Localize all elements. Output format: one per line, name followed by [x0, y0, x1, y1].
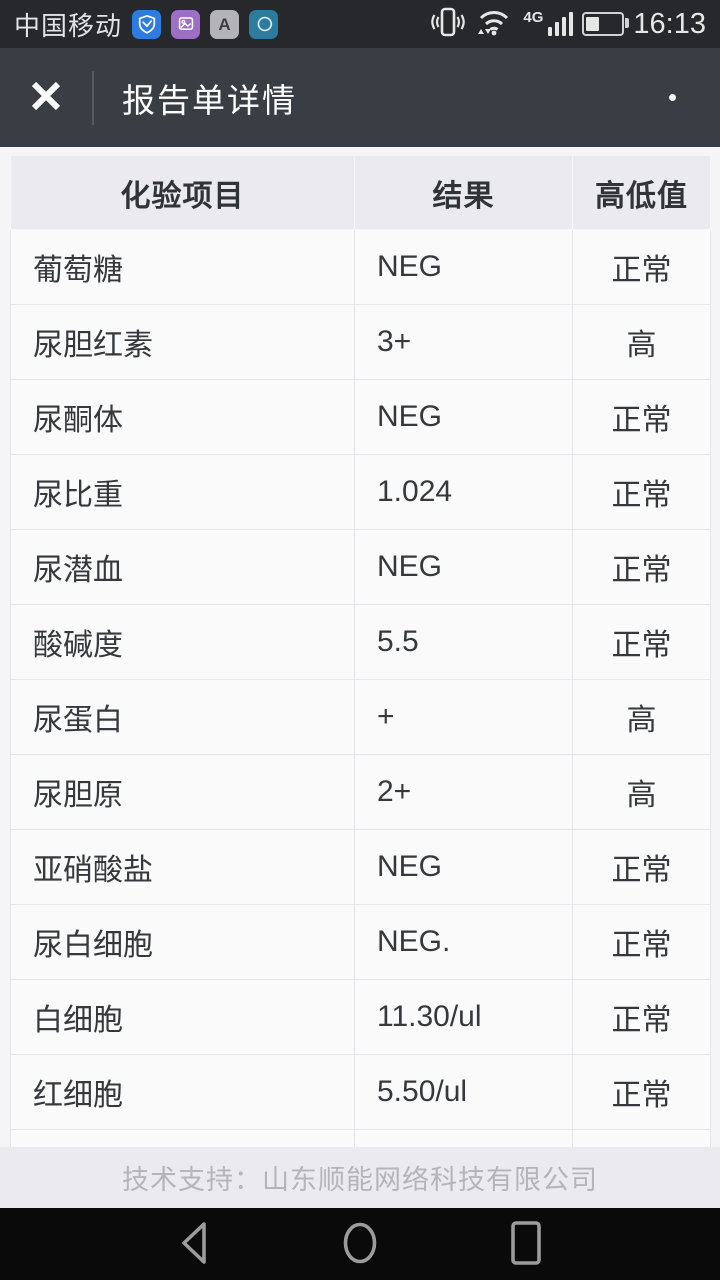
table-row: 白细胞 11.30/ul 正常 [10, 979, 711, 1055]
letter-a-glyph: A [218, 14, 231, 34]
table-row: 尿比重 1.024 正常 [10, 454, 711, 530]
cell-result: 3+ [354, 304, 573, 380]
cell-flag: 正常 [572, 229, 711, 305]
recents-button[interactable] [502, 1216, 550, 1272]
signal-bars-icon [545, 12, 574, 36]
home-button[interactable] [336, 1216, 384, 1272]
table-row: 亚硝酸盐 NEG 正常 [10, 829, 711, 905]
cell-result: NEG [354, 379, 573, 455]
report-table-header: 化验项目 结果 高低值 [10, 155, 711, 230]
cell-item: 尿白细胞 [10, 904, 355, 980]
gallery-icon [171, 9, 201, 39]
cell-result: + [354, 679, 573, 755]
cell-result: 1.024 [354, 454, 573, 530]
cell-item: 尿蛋白 [10, 679, 355, 755]
close-button[interactable] [26, 76, 66, 119]
overflow-menu-button[interactable] [650, 68, 694, 128]
cell-item: 红细胞 [10, 1054, 355, 1130]
cell-flag: 正常 [572, 979, 711, 1055]
table-row: 尿潜血 NEG 正常 [10, 529, 711, 605]
cell-flag: 正常 [572, 379, 711, 455]
cell-item: 尿酮体 [10, 379, 355, 455]
column-header-flag: 高低值 [572, 155, 711, 230]
back-button[interactable] [170, 1216, 218, 1272]
report-table: 化验项目 结果 高低值 葡萄糖 NEG 正常 尿胆红素 3+ 高 尿酮体 NEG… [10, 155, 711, 1205]
back-triangle-icon [171, 1217, 217, 1272]
kebab-menu-icon [668, 94, 676, 101]
tech-support-label: 技术支持：山东顺能网络科技有限公司 [122, 1165, 598, 1195]
letter-a-icon: A [210, 9, 240, 39]
column-header-item: 化验项目 [10, 155, 355, 230]
report-table-body: 葡萄糖 NEG 正常 尿胆红素 3+ 高 尿酮体 NEG 正常 尿比重 1.02… [10, 229, 711, 1205]
cell-flag: 高 [572, 304, 711, 380]
header-divider [92, 70, 94, 125]
header-row: 化验项目 结果 高低值 [10, 155, 711, 230]
table-row: 尿酮体 NEG 正常 [10, 379, 711, 455]
footer-bar: 技术支持：山东顺能网络科技有限公司 [0, 1147, 720, 1208]
cell-flag: 正常 [572, 604, 711, 680]
cell-item: 尿潜血 [10, 529, 355, 605]
table-row: 葡萄糖 NEG 正常 [10, 229, 711, 305]
column-header-result: 结果 [354, 155, 573, 230]
table-row: 尿胆红素 3+ 高 [10, 304, 711, 380]
status-bar-left: 中国移动 A [14, 6, 279, 43]
cell-flag: 正常 [572, 829, 711, 905]
cell-result: 5.5 [354, 604, 573, 680]
cell-result: NEG [354, 529, 573, 605]
table-row: 尿蛋白 + 高 [10, 679, 711, 755]
cell-result: NEG [354, 229, 573, 305]
carrier-label: 中国移动 [14, 10, 123, 41]
home-circle-icon [337, 1217, 383, 1272]
battery-fill [586, 17, 600, 31]
x-close-icon [26, 76, 66, 119]
vibrate-icon [431, 6, 466, 43]
table-row: 酸碱度 5.5 正常 [10, 604, 711, 680]
status-time-label: 16:13 [633, 7, 706, 40]
cell-item: 尿比重 [10, 454, 355, 530]
cell-flag: 正常 [572, 529, 711, 605]
table-row: 红细胞 5.50/ul 正常 [10, 1054, 711, 1130]
page-title: 报告单详情 [122, 81, 297, 119]
cell-signal-icon: 4G [523, 9, 574, 36]
cell-item: 亚硝酸盐 [10, 829, 355, 905]
status-bar-right: 4G 16:13 [422, 6, 706, 43]
cell-item: 尿胆红素 [10, 304, 355, 380]
cell-result: 11.30/ul [354, 979, 573, 1055]
cell-flag: 正常 [572, 904, 711, 980]
network-type-label: 4G [523, 9, 544, 26]
content-area[interactable]: 化验项目 结果 高低值 葡萄糖 NEG 正常 尿胆红素 3+ 高 尿酮体 NEG… [0, 147, 720, 1208]
circle-app-icon [249, 9, 279, 39]
cell-item: 酸碱度 [10, 604, 355, 680]
cell-item: 白细胞 [10, 979, 355, 1055]
cell-flag: 高 [572, 679, 711, 755]
table-row: 尿白细胞 NEG. 正常 [10, 904, 711, 980]
app-header: 报告单详情 [0, 48, 720, 147]
wifi-icon [474, 6, 514, 42]
cell-flag: 高 [572, 754, 711, 830]
status-bar: 中国移动 A [0, 0, 720, 48]
security-shield-icon [132, 9, 162, 39]
cell-item: 葡萄糖 [10, 229, 355, 305]
cell-flag: 正常 [572, 1054, 711, 1130]
battery-icon [582, 12, 630, 36]
cell-flag: 正常 [572, 454, 711, 530]
table-row: 尿胆原 2+ 高 [10, 754, 711, 830]
cell-result: 2+ [354, 754, 573, 830]
cell-item: 尿胆原 [10, 754, 355, 830]
cell-result: NEG. [354, 904, 573, 980]
recents-square-icon [503, 1217, 549, 1272]
cell-result: 5.50/ul [354, 1054, 573, 1130]
android-nav-bar [0, 1208, 720, 1280]
cell-result: NEG [354, 829, 573, 905]
